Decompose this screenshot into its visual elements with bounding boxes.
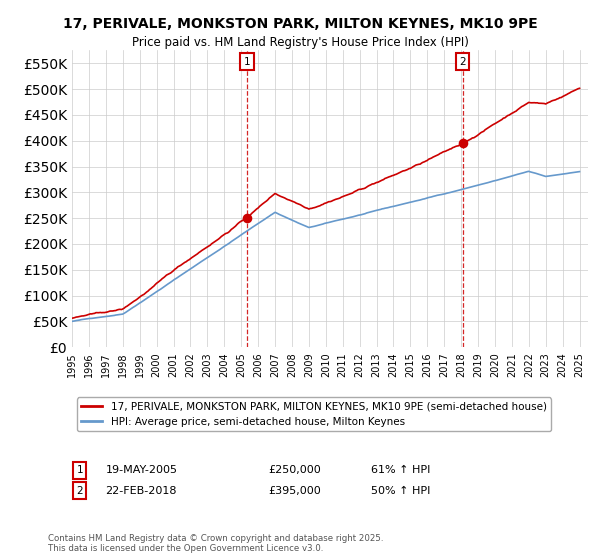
- Text: Price paid vs. HM Land Registry's House Price Index (HPI): Price paid vs. HM Land Registry's House …: [131, 36, 469, 49]
- Text: £250,000: £250,000: [268, 465, 321, 475]
- Text: 19-MAY-2005: 19-MAY-2005: [106, 465, 178, 475]
- Point: [458, 139, 467, 148]
- Point: [242, 214, 251, 223]
- Legend: 17, PERIVALE, MONKSTON PARK, MILTON KEYNES, MK10 9PE (semi-detached house), HPI:: 17, PERIVALE, MONKSTON PARK, MILTON KEYN…: [77, 398, 551, 431]
- Text: 22-FEB-2018: 22-FEB-2018: [106, 486, 177, 496]
- Text: 2: 2: [76, 486, 83, 496]
- Text: 17, PERIVALE, MONKSTON PARK, MILTON KEYNES, MK10 9PE: 17, PERIVALE, MONKSTON PARK, MILTON KEYN…: [62, 17, 538, 31]
- Text: 50% ↑ HPI: 50% ↑ HPI: [371, 486, 431, 496]
- Text: 2: 2: [459, 57, 466, 67]
- Text: Contains HM Land Registry data © Crown copyright and database right 2025.
This d: Contains HM Land Registry data © Crown c…: [48, 534, 383, 553]
- Text: 1: 1: [244, 57, 250, 67]
- Text: £395,000: £395,000: [268, 486, 321, 496]
- Text: 61% ↑ HPI: 61% ↑ HPI: [371, 465, 431, 475]
- Text: 1: 1: [76, 465, 83, 475]
